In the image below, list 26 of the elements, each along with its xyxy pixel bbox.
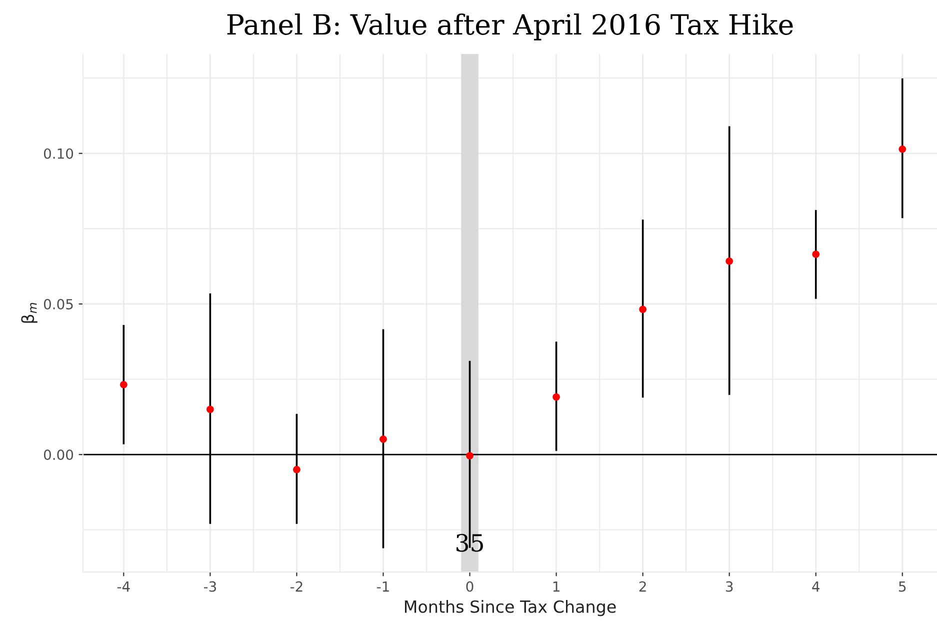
point [380,436,387,443]
y-tick-label: 0.10 [44,148,74,159]
x-tick-label: 0 [466,581,474,592]
x-tick-label: -4 [117,581,130,592]
x-tick-label: 1 [553,581,560,592]
point [898,145,906,153]
point [812,250,820,258]
y-axis-title: β$_{m}$ [21,302,38,323]
x-tick-label: 4 [812,581,820,592]
x-tick-label: 2 [639,581,646,592]
point [726,258,734,265]
x-tick-label: -2 [290,581,302,592]
chart-title: Panel B: Value after April 2016 Tax Hike [227,13,793,40]
y-tick-label: 0.00 [44,450,74,460]
y-tick-label: 0.05 [44,298,73,310]
x-tick-label: 3 [726,581,733,592]
point [293,466,300,474]
x-tick-label: -1 [376,581,389,592]
point [120,381,128,388]
point [639,306,646,314]
x-tick-label: -3 [204,581,216,592]
x-axis-title: Months Since Tax Change [404,600,616,616]
point [466,452,474,460]
x-tick-label: 5 [899,581,906,592]
point [206,406,214,414]
point [552,393,560,401]
